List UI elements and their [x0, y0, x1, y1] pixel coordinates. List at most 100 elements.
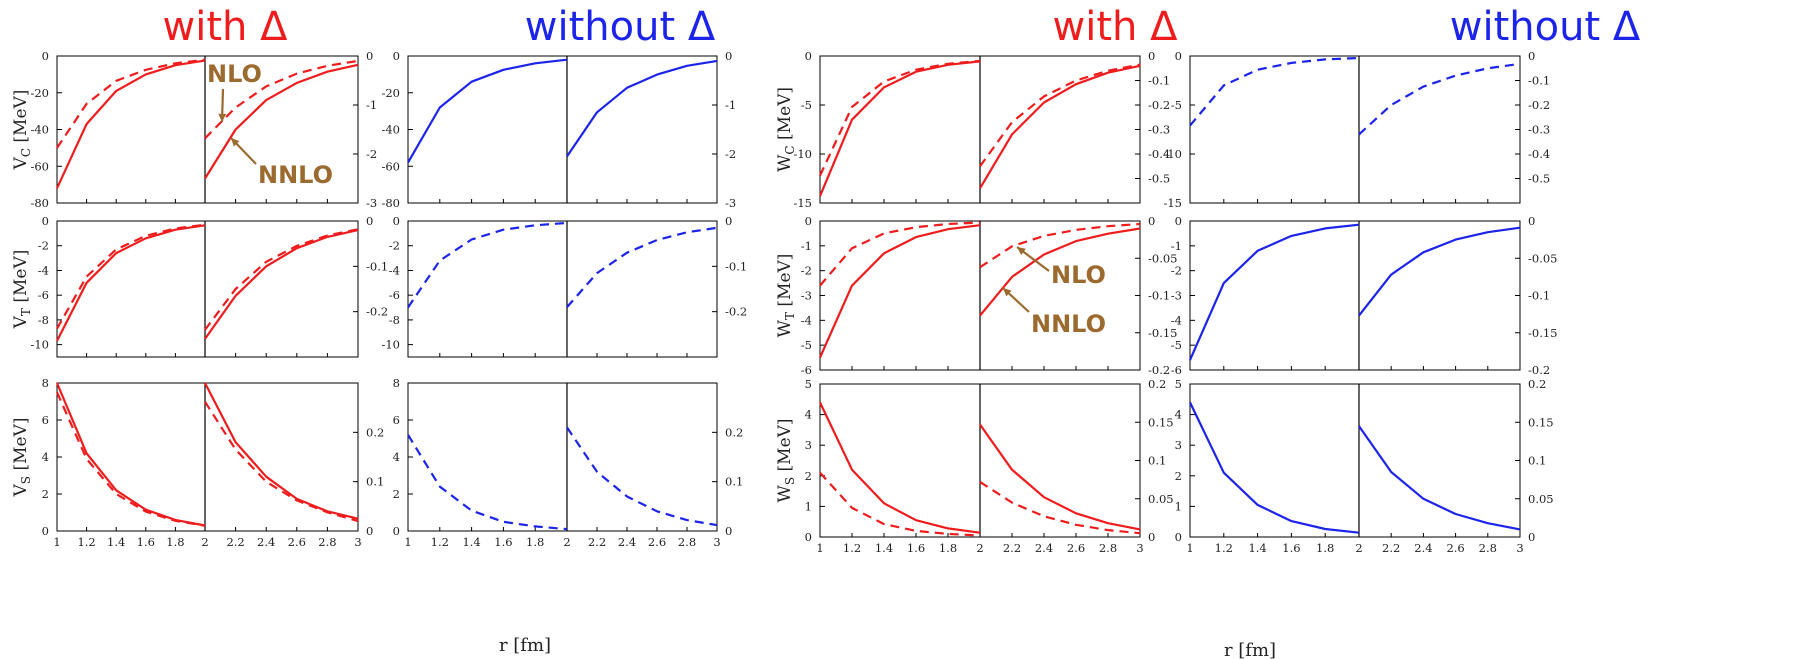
left-ytick-label-WT-1-0: 0: [1175, 214, 1182, 228]
series-line-nlo-left-WS-0: [819, 471, 981, 537]
xtick-label-b-VS-0-4: 2.8: [318, 535, 336, 549]
right-ytick-label-WC-1-2: -0.2: [1528, 98, 1550, 112]
right-ytick-label-WC-0-5: -0.5: [1148, 172, 1170, 186]
left-ytick-label-WT-0-6: -6: [801, 363, 812, 377]
right-ytick-label-VS-0-2: 0.2: [366, 425, 384, 439]
left-ytick-label-WS-0-5: 5: [805, 377, 812, 391]
left-ytick-label-WT-1-2: -2: [1171, 264, 1182, 278]
series-line-nnlo-right-WS-0: [979, 423, 1141, 531]
series-line-nlo-left-VS-0: [55, 391, 206, 527]
xtick-label-b-VS-0-0: 2: [201, 535, 208, 549]
right-ytick-label-VC-0-0: 0: [366, 49, 373, 63]
xtick-label-a-WS-1-0: 1: [1186, 541, 1193, 555]
series-line-nlo-left-WC-0: [819, 59, 981, 177]
right-ytick-label-WS-1-1: 0.05: [1528, 492, 1554, 506]
xtick-label-b-WS-1-1: 2.2: [1382, 541, 1400, 555]
y-axis-label-symbol: W: [775, 319, 795, 337]
right-ytick-label-VC-1-0: 0: [725, 49, 732, 63]
xtick-label-a-VS-0-2: 1.4: [107, 535, 125, 549]
annotation-arrow-nlo-vc-head: [218, 113, 227, 122]
left-ytick-label-VT-1-5: -10: [381, 338, 400, 352]
series-line-nlo-right-WC-0: [979, 63, 1141, 167]
left-ytick-label-VS-0-0: 0: [42, 524, 49, 538]
xtick-label-b-VS-0-2: 2.4: [257, 535, 275, 549]
xtick-label-b-WS-0-5: 3: [1136, 541, 1143, 555]
xtick-label-a-VS-0-0: 1: [53, 535, 60, 549]
y-axis-label-unit: [MeV]: [775, 254, 795, 312]
xtick-label-a-WS-1-3: 1.6: [1282, 541, 1300, 555]
series-line-nnlo-right-VT-0: [204, 229, 359, 340]
left-ytick-label-WC-1-3: -15: [1163, 196, 1182, 210]
xtick-label-b-WS-1-4: 2.8: [1479, 541, 1497, 555]
xtick-label-b-VS-1-3: 2.6: [648, 535, 666, 549]
series-line-nlo-right-WT-0: [979, 222, 1141, 269]
right-ytick-label-WC-1-4: -0.4: [1528, 147, 1550, 161]
xtick-label-a-VS-1-3: 1.6: [494, 535, 512, 549]
right-ytick-label-WT-1-0: 0: [1528, 214, 1535, 228]
right-ytick-label-WT-1-2: -0.1: [1528, 289, 1550, 303]
plots-layer: 0-20-40-60-800-1-2-30-20-40-60-800-1-2-3…: [11, 49, 1558, 555]
right-ytick-label-VS-1-1: 0.1: [725, 475, 743, 489]
annotation-nlo-vc: NLO: [207, 60, 262, 88]
y-axis-label-unit: [MeV]: [11, 90, 31, 148]
left-ytick-label-VT-1-1: -2: [389, 239, 400, 253]
left-ytick-label-WS-1-1: 1: [1175, 499, 1182, 513]
left-ytick-label-WC-0-2: -10: [793, 147, 812, 161]
right-ytick-label-VC-1-1: -1: [725, 98, 736, 112]
left-ytick-label-WT-1-3: -3: [1171, 289, 1182, 303]
xtick-label-b-WS-0-0: 2: [976, 541, 983, 555]
xtick-label-b-VS-1-2: 2.4: [618, 535, 636, 549]
y-axis-label-subscript: C: [783, 145, 797, 154]
right-ytick-label-WT-1-1: -0.05: [1528, 251, 1558, 265]
series-line-nnlo-left-VC-0: [56, 59, 206, 189]
right-ytick-label-WC-1-0: 0: [1528, 49, 1535, 63]
xtick-label-a-WS-0-2: 1.4: [875, 541, 893, 555]
xtick-label-a-WS-1-4: 1.8: [1316, 541, 1334, 555]
header-left-with-delta: with Δ: [163, 4, 289, 50]
left-ytick-label-WS-0-3: 3: [805, 438, 812, 452]
left-ytick-label-VS-0-1: 2: [42, 487, 49, 501]
y-axis-label-VT: VT [MeV]: [11, 250, 33, 330]
series-line-nlo-right-WS-0: [979, 480, 1141, 535]
right-ytick-label-VC-0-1: -1: [366, 98, 377, 112]
series-line-nlo-left-VC-0: [56, 58, 206, 149]
right-ytick-label-VT-0-2: -0.2: [366, 305, 388, 319]
left-ytick-label-VT-1-4: -8: [389, 313, 400, 327]
xtick-label-a-VS-0-4: 1.8: [166, 535, 184, 549]
right-ytick-label-VC-1-2: -2: [725, 147, 736, 161]
series-line-nlo-right-VS-0: [204, 401, 359, 523]
xtick-label-a-VS-0-3: 1.6: [137, 535, 155, 549]
left-ytick-label-WC-0-0: 0: [805, 49, 812, 63]
series-line-nlo-left-VT-1: [407, 221, 568, 309]
right-ytick-label-VC-0-3: -3: [366, 196, 377, 210]
left-ytick-label-WS-0-4: 4: [805, 408, 812, 422]
series-line-nlo-left-VC-1: [407, 58, 568, 164]
y-axis-label-VS: VS [MeV]: [11, 418, 33, 498]
right-ytick-label-VC-1-3: -3: [725, 196, 736, 210]
xtick-label-a-VS-1-1: 1.2: [431, 535, 449, 549]
left-ytick-label-WT-0-5: -5: [801, 338, 812, 352]
left-ytick-label-VT-0-3: -6: [38, 288, 49, 302]
plot-frame-WT-1: [1189, 220, 1521, 371]
series-line-nnlo-left-VT-0: [56, 224, 206, 342]
series-line-nlo-right-VC-0: [204, 59, 359, 140]
series-line-nlo-right-VT-0: [204, 228, 359, 331]
left-ytick-label-VC-0-3: -60: [30, 159, 49, 173]
y-axis-label-symbol: V: [11, 483, 31, 497]
left-ytick-label-WT-0-3: -3: [801, 289, 812, 303]
annotations-layer: NLO NNLO NLO NNLO: [207, 60, 1106, 338]
y-axis-label-subscript: C: [19, 148, 33, 157]
series-line-nlo-right-VT-1: [566, 226, 718, 308]
xtick-label-b-VS-0-3: 2.6: [288, 535, 306, 549]
plot-frame-VC-1: [407, 55, 718, 204]
left-ytick-label-WC-1-2: -10: [1163, 147, 1182, 161]
right-ytick-label-WC-0-1: -0.1: [1148, 74, 1170, 88]
y-axis-label-unit: [MeV]: [11, 418, 31, 476]
xtick-label-a-WS-0-4: 1.8: [939, 541, 957, 555]
header-left-without-delta: without Δ: [525, 4, 716, 50]
right-ytick-label-VT-1-0: 0: [725, 214, 732, 228]
left-ytick-label-WT-0-2: -2: [801, 264, 812, 278]
left-ytick-label-VS-1-0: 0: [393, 524, 400, 538]
y-axis-label-WS: WS [MeV]: [775, 418, 797, 502]
